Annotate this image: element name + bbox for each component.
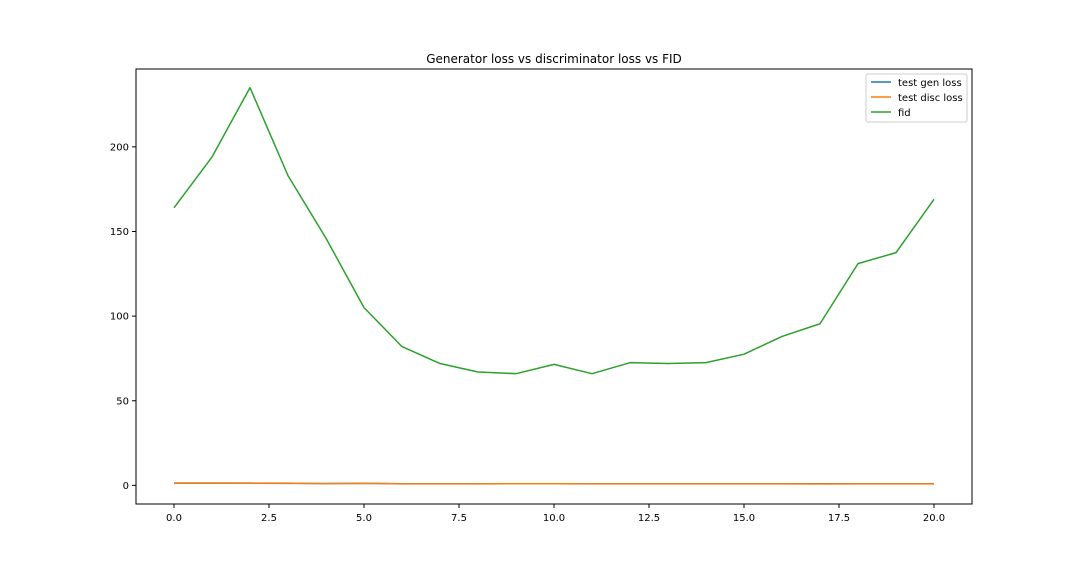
legend-label-disc-loss: test disc loss	[898, 93, 963, 104]
x-tick-label: 0.0	[166, 513, 182, 524]
y-tick-label: 150	[110, 227, 129, 238]
legend-label-gen-loss: test gen loss	[898, 78, 962, 89]
x-tick-label: 10.0	[543, 513, 565, 524]
y-tick-label: 200	[110, 142, 129, 153]
series-layer	[173, 86, 935, 485]
x-tick-label: 2.5	[261, 513, 277, 524]
x-tick-label: 20.0	[923, 513, 945, 524]
plot-area	[136, 69, 972, 504]
x-tick-label: 17.5	[828, 513, 850, 524]
legend: test gen loss test disc loss fid	[865, 73, 968, 123]
chart-title: Generator loss vs discriminator loss vs …	[426, 52, 682, 66]
axes-layer: 0.0 2.5 5.0 7.5 10.0 12.5 15.0 17.5 20.0 0 50 100 15…	[110, 142, 945, 524]
x-tick-label: 12.5	[638, 513, 660, 524]
plot-frame	[135, 68, 973, 505]
legend-label-fid: fid	[898, 108, 911, 119]
y-tick-label: 0	[123, 481, 129, 492]
series-line-fid	[173, 86, 935, 375]
x-tick-label: 15.0	[733, 513, 755, 524]
y-tick-label: 50	[116, 396, 129, 407]
y-tick-label: 100	[110, 312, 129, 323]
x-tick-label: 5.0	[356, 513, 372, 524]
x-tick-label: 7.5	[451, 513, 467, 524]
legend-box	[865, 73, 968, 123]
series-line-disc-loss	[174, 482, 934, 485]
